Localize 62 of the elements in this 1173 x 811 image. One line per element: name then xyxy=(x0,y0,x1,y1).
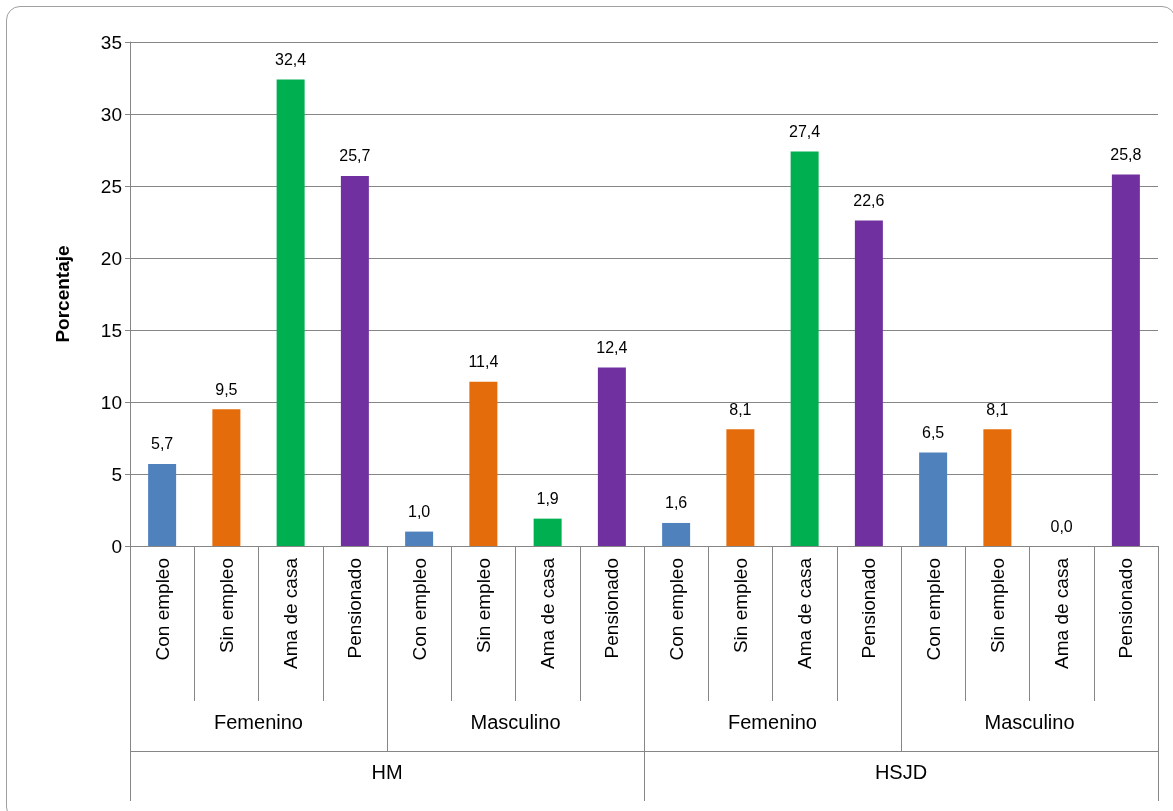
x-tick-label: Con empleo xyxy=(408,558,430,661)
bar xyxy=(276,79,305,546)
data-label: 9,5 xyxy=(215,380,238,398)
bar xyxy=(726,429,755,546)
data-label: 8,1 xyxy=(986,400,1009,418)
y-tick-label: 15 xyxy=(100,319,122,341)
data-label: 32,4 xyxy=(275,50,307,68)
y-tick-label: 30 xyxy=(100,103,122,125)
x-tick-label: Con empleo xyxy=(151,558,173,661)
x-tick-label: Pensionado xyxy=(1115,558,1137,659)
data-label: 1,9 xyxy=(536,490,559,508)
x-tick-label: Sin empleo xyxy=(986,558,1008,654)
y-axis-title: Porcentaje xyxy=(52,245,73,343)
y-tick-label: 10 xyxy=(100,391,122,413)
data-label: 5,7 xyxy=(151,435,174,453)
data-label: 0,0 xyxy=(1050,517,1073,535)
x-tick-label: Sin empleo xyxy=(472,558,494,654)
text: HSJD xyxy=(873,761,929,784)
x-tick-label: Pensionado xyxy=(858,558,880,659)
bar xyxy=(469,381,498,546)
bar xyxy=(790,151,819,546)
x-tick-label: Ama de casa xyxy=(280,557,302,669)
x-tick-label: Sin empleo xyxy=(729,558,751,654)
bar xyxy=(148,463,177,546)
data-label: 27,4 xyxy=(789,122,821,140)
data-label: 1,6 xyxy=(665,494,688,512)
bar xyxy=(597,367,626,546)
x-tick-label: Sin empleo xyxy=(215,558,237,654)
bar xyxy=(919,452,948,546)
bar xyxy=(1111,174,1140,546)
bar xyxy=(212,409,241,546)
data-label: 25,8 xyxy=(1110,145,1142,163)
bar xyxy=(983,429,1012,546)
text: Masculino xyxy=(983,711,1076,734)
x-tick-label: Pensionado xyxy=(344,558,366,659)
y-tick-label: 5 xyxy=(111,463,122,485)
text: HM xyxy=(370,761,404,784)
y-tick-label: 0 xyxy=(111,535,122,557)
data-label: 22,6 xyxy=(853,192,885,210)
data-label: 12,4 xyxy=(596,338,628,356)
bar xyxy=(854,220,883,546)
data-label: 1,0 xyxy=(408,503,431,521)
y-tick-label: 20 xyxy=(100,247,122,269)
x-tick-label: Ama de casa xyxy=(537,557,559,669)
text: Femenino xyxy=(213,711,304,734)
x-tick-label: Ama de casa xyxy=(794,557,816,669)
data-label: 11,4 xyxy=(468,353,499,371)
data-label: 25,7 xyxy=(339,147,371,165)
x-tick-label: Ama de casa xyxy=(1051,557,1073,669)
y-tick-label: 35 xyxy=(100,31,122,53)
bar xyxy=(662,522,691,546)
bar xyxy=(405,531,434,546)
x-tick-label: Con empleo xyxy=(665,558,687,661)
bar xyxy=(340,175,369,546)
y-tick-label: 25 xyxy=(100,175,122,197)
x-tick-label: Pensionado xyxy=(601,558,623,659)
bar xyxy=(533,518,562,546)
data-label: 6,5 xyxy=(922,423,945,441)
text: Femenino xyxy=(727,711,818,734)
text: Masculino xyxy=(469,711,562,734)
data-label: 8,1 xyxy=(729,400,752,418)
x-tick-label: Con empleo xyxy=(922,558,944,661)
